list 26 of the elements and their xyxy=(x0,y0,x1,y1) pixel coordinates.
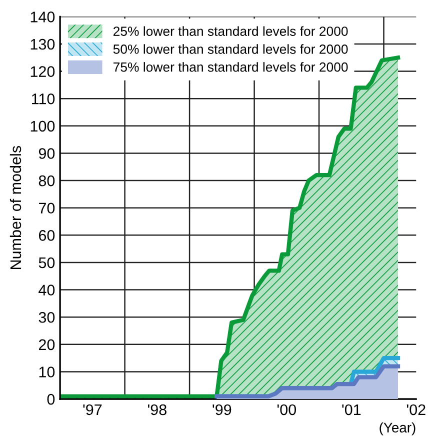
y-tick-label: 130 xyxy=(30,38,55,50)
legend-label: 75% lower than standard levels for 2000 xyxy=(114,62,348,72)
x-tick-label: '02 xyxy=(406,404,426,416)
y-tick-label: 70 xyxy=(38,202,55,214)
y-tick-label: 30 xyxy=(38,312,55,323)
y-tick-label: 50 xyxy=(38,257,55,268)
y-tick-label: 90 xyxy=(38,148,55,159)
y-tick-label: 100 xyxy=(30,120,55,132)
y-tick-label: 40 xyxy=(38,284,55,296)
y-tick-label: 110 xyxy=(32,93,55,104)
y-axis-title: Number of models xyxy=(10,146,22,270)
x-axis-title: (Year) xyxy=(380,422,416,436)
y-tick-label: 80 xyxy=(38,175,55,186)
x-tick-label: '99 xyxy=(212,404,232,416)
legend-label: 50% lower than standard levels for 2000 xyxy=(113,44,348,54)
y-tick-label: 20 xyxy=(38,339,55,350)
y-tick-label: 60 xyxy=(38,230,55,241)
y-tick-label: 140 xyxy=(30,12,55,22)
y-tick-label: 0 xyxy=(47,394,55,405)
x-tick-label: '97 xyxy=(83,404,102,416)
x-tick-label: '00 xyxy=(277,404,296,416)
x-tick-label: '98 xyxy=(148,404,166,416)
legend-label: 25% lower than standard levels for 2000 xyxy=(114,26,348,36)
x-tick-label: '01 xyxy=(342,404,361,416)
y-tick-label: 120 xyxy=(30,66,55,77)
y-tick-label: 10 xyxy=(39,366,55,378)
